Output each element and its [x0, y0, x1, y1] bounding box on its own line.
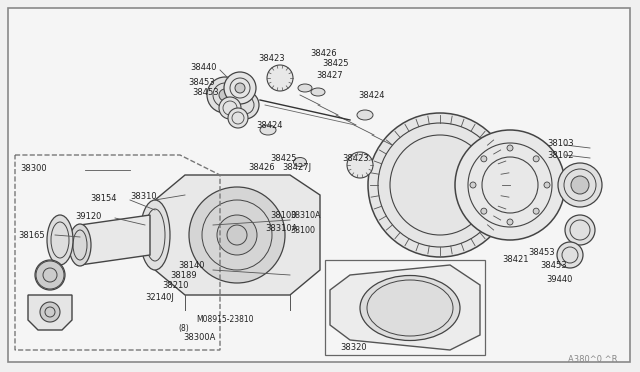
Circle shape — [347, 152, 373, 178]
Text: 38154: 38154 — [90, 193, 116, 202]
Ellipse shape — [357, 110, 373, 120]
Ellipse shape — [47, 215, 73, 265]
Ellipse shape — [294, 157, 307, 167]
Circle shape — [533, 208, 539, 214]
Text: 38427: 38427 — [316, 71, 342, 80]
Ellipse shape — [35, 260, 65, 290]
Text: 38165: 38165 — [18, 231, 45, 240]
Polygon shape — [80, 215, 150, 265]
Ellipse shape — [360, 276, 460, 340]
Circle shape — [228, 108, 248, 128]
Text: 38421: 38421 — [502, 256, 529, 264]
Circle shape — [455, 130, 565, 240]
Circle shape — [481, 156, 487, 162]
Text: 38425: 38425 — [322, 58, 349, 67]
Circle shape — [557, 242, 583, 268]
Ellipse shape — [311, 88, 325, 96]
Text: 38300: 38300 — [20, 164, 47, 173]
Circle shape — [507, 145, 513, 151]
Text: (8): (8) — [178, 324, 189, 333]
Circle shape — [36, 261, 64, 289]
Text: 32140J: 32140J — [145, 294, 174, 302]
Circle shape — [558, 163, 602, 207]
Text: 38100: 38100 — [270, 211, 296, 219]
Text: 38100: 38100 — [290, 225, 315, 234]
Ellipse shape — [298, 84, 312, 92]
Ellipse shape — [140, 200, 170, 270]
Text: 38320: 38320 — [340, 343, 367, 353]
Text: 39440: 39440 — [546, 276, 572, 285]
Circle shape — [470, 182, 476, 188]
Text: 38300A: 38300A — [183, 334, 216, 343]
Polygon shape — [330, 265, 480, 350]
Text: 38425: 38425 — [270, 154, 296, 163]
Circle shape — [219, 97, 241, 119]
Text: A380^0 ^R: A380^0 ^R — [568, 356, 618, 365]
Text: 38310A: 38310A — [265, 224, 298, 232]
Text: 38310A: 38310A — [290, 211, 321, 219]
Circle shape — [189, 187, 285, 283]
Circle shape — [481, 208, 487, 214]
Text: 38453: 38453 — [540, 260, 566, 269]
Circle shape — [219, 89, 231, 101]
Text: 38426: 38426 — [248, 163, 275, 171]
Circle shape — [533, 156, 539, 162]
Circle shape — [507, 219, 513, 225]
Text: 38423: 38423 — [258, 54, 285, 62]
Polygon shape — [28, 295, 72, 330]
Text: M08915-23810: M08915-23810 — [196, 315, 253, 324]
Circle shape — [267, 65, 293, 91]
Circle shape — [224, 72, 256, 104]
Text: 38424: 38424 — [256, 121, 282, 129]
Text: 38453: 38453 — [528, 247, 555, 257]
Ellipse shape — [260, 125, 276, 135]
Ellipse shape — [69, 224, 91, 266]
Text: 38453: 38453 — [188, 77, 214, 87]
Polygon shape — [155, 175, 320, 295]
Circle shape — [368, 113, 512, 257]
Text: 38210: 38210 — [162, 280, 189, 289]
Circle shape — [40, 302, 60, 322]
Circle shape — [571, 176, 589, 194]
Text: 39120: 39120 — [75, 212, 101, 221]
Text: 38140: 38140 — [178, 260, 205, 269]
Bar — [325, 260, 485, 355]
Text: 38102: 38102 — [547, 151, 573, 160]
Circle shape — [217, 215, 257, 255]
Text: 38453: 38453 — [192, 87, 219, 96]
Text: 38424: 38424 — [358, 90, 385, 99]
Circle shape — [207, 77, 243, 113]
Circle shape — [565, 215, 595, 245]
Text: 38440: 38440 — [190, 62, 216, 71]
Text: 38189: 38189 — [170, 270, 196, 279]
Circle shape — [231, 91, 259, 119]
Text: 38310: 38310 — [130, 192, 157, 201]
Text: 38103: 38103 — [547, 138, 573, 148]
Text: 38423: 38423 — [342, 154, 369, 163]
Circle shape — [235, 83, 245, 93]
Text: 38426: 38426 — [310, 48, 337, 58]
Text: 38427J: 38427J — [282, 163, 311, 171]
Circle shape — [544, 182, 550, 188]
